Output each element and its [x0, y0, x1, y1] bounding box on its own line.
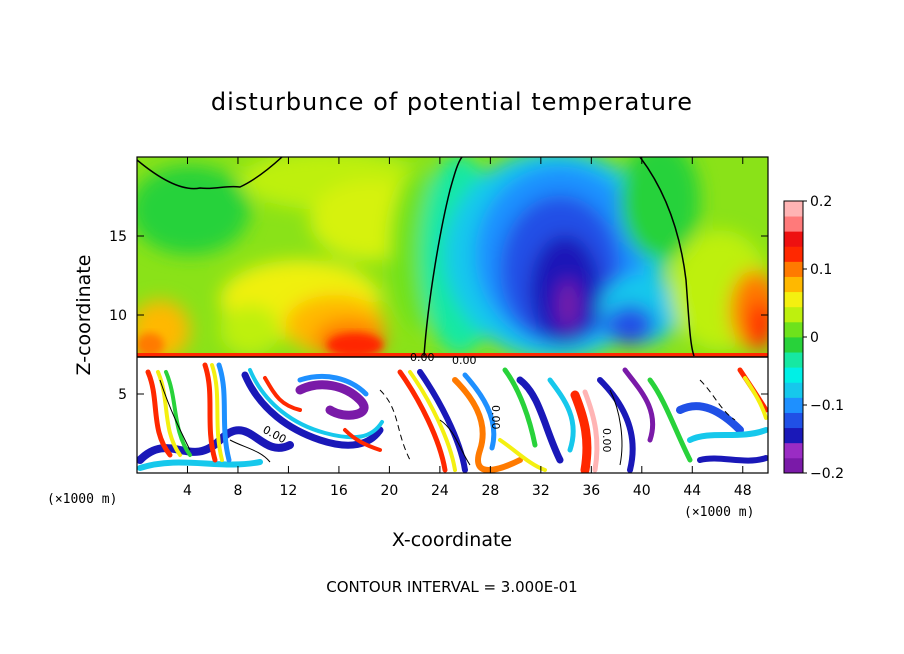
- x-unit-left: (×1000 m): [47, 492, 117, 507]
- zero-contour-right: [423, 157, 695, 357]
- x-tick-label: 4: [183, 483, 192, 499]
- colorbar-swatch: [784, 367, 803, 383]
- y-axis: 5 10 15: [109, 229, 768, 403]
- contour-label: 0.00: [410, 351, 435, 364]
- y-tick-label: 15: [109, 229, 127, 245]
- contour-labels: 0.00 0.00 0.00 0.00 0.00: [261, 351, 613, 453]
- colorbar-label: −0.2: [810, 466, 844, 482]
- zero-contour-left: [137, 157, 283, 190]
- colorbar-swatch: [784, 321, 803, 338]
- x-tick-label: 8: [233, 483, 242, 499]
- x-axis-label: X-coordinate: [392, 529, 512, 551]
- colorbar-swatch: [784, 276, 803, 293]
- lower-field: [137, 356, 768, 473]
- colorbar-swatch: [784, 291, 803, 308]
- x-tick-label: 24: [431, 483, 449, 499]
- colorbar-swatch: [784, 442, 803, 459]
- colorbar-swatch: [784, 246, 803, 262]
- colorbar-swatch: [784, 306, 803, 323]
- colorbar-swatch: [784, 216, 803, 232]
- contour-label: 0.00: [452, 354, 477, 367]
- x-tick-label: 16: [330, 483, 348, 499]
- x-axis: 4 8 12 16 20 24 28 32 36 40 44 48: [183, 157, 752, 499]
- x-tick-label: 40: [633, 483, 651, 499]
- colorbar-swatch: [784, 337, 803, 353]
- upper-field: [137, 157, 768, 360]
- x-tick-label: 44: [683, 483, 701, 499]
- colorbar-swatch: [784, 427, 803, 444]
- x-tick-label: 12: [280, 483, 298, 499]
- x-tick-label: 32: [532, 483, 550, 499]
- y-tick-label: 5: [118, 387, 127, 403]
- y-tick-label: 10: [109, 308, 127, 324]
- x-tick-label: 20: [380, 483, 398, 499]
- colorbar-swatch: [784, 397, 803, 413]
- colorbar-label: 0.2: [810, 194, 832, 210]
- colorbar-swatch: [784, 231, 803, 247]
- colorbar-label: −0.1: [810, 398, 844, 414]
- colorbar: 0.2 0.1 0 −0.1 −0.2: [783, 194, 844, 482]
- y-axis-label: Z-coordinate: [73, 255, 95, 376]
- x-tick-label: 28: [481, 483, 499, 499]
- colorbar-swatch: [784, 412, 803, 429]
- chart-title: disturbunce of potential temperature: [211, 88, 693, 116]
- colorbar-label: 0: [810, 330, 819, 346]
- x-unit-right: (×1000 m): [684, 505, 754, 520]
- colorbar-swatch: [784, 352, 803, 368]
- contour-label: 0.00: [600, 428, 613, 453]
- contour-interval-note: CONTOUR INTERVAL = 3.000E-01: [326, 578, 577, 596]
- contour-label: 0.00: [489, 405, 502, 430]
- colorbar-swatch: [784, 261, 803, 277]
- plot-area: [137, 157, 768, 473]
- colorbar-swatch: [784, 457, 803, 474]
- colorbar-swatch: [784, 201, 803, 217]
- colorbar-swatch: [784, 382, 803, 398]
- x-tick-label: 48: [734, 483, 752, 499]
- x-tick-label: 36: [582, 483, 600, 499]
- colorbar-label: 0.1: [810, 262, 832, 278]
